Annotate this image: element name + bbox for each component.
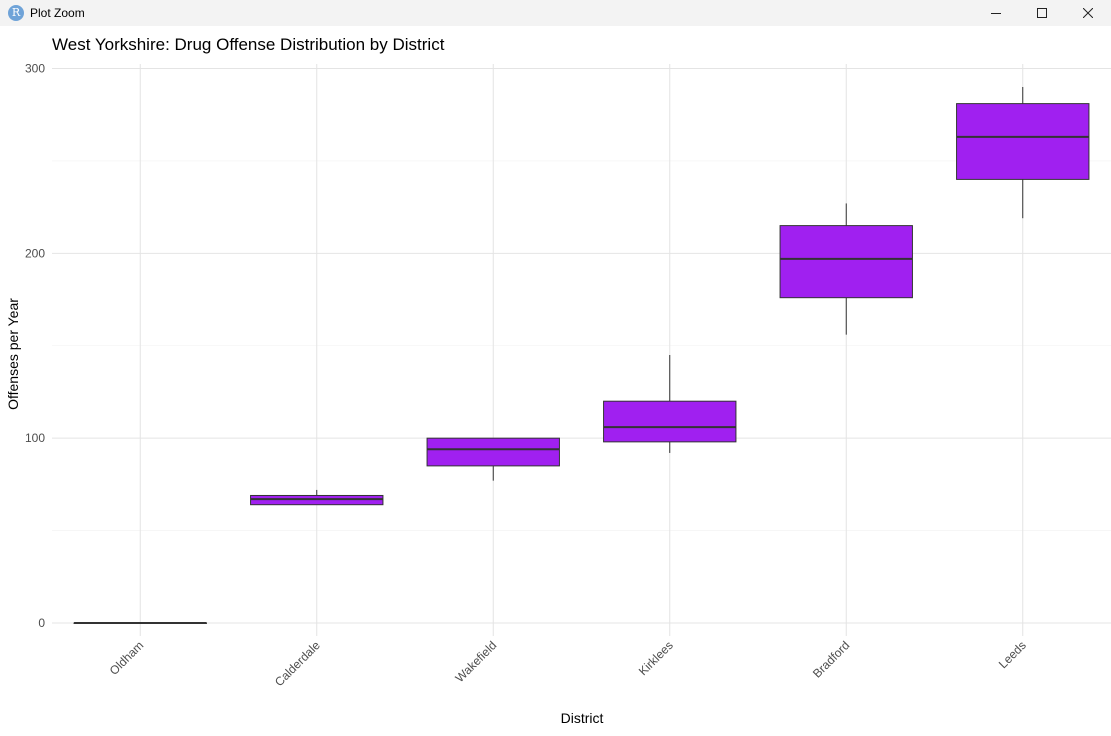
maximize-icon [1037,8,1047,18]
box-body [603,400,737,443]
x-tick-label: Leeds [996,638,1029,671]
y-tick-label: 0 [38,616,45,630]
close-icon [1083,8,1093,18]
boxes [73,86,1090,624]
r-logo-icon: R [8,5,24,21]
x-tick-label: Calderdale [272,638,323,689]
box-body [956,103,1090,180]
box-bradford [779,203,913,335]
y-tick-label: 100 [25,431,45,445]
chart-title: West Yorkshire: Drug Offense Distributio… [52,35,445,54]
minimize-icon [991,13,1001,14]
grid-lines [52,64,1111,636]
x-tick-label: Wakefield [453,638,500,685]
box-calderdale [250,489,384,506]
x-tick-label: Kirklees [636,638,676,678]
x-tick-label: Oldham [107,638,147,678]
box-kirklees [603,354,737,453]
box-leeds [956,86,1090,219]
maximize-button[interactable] [1019,0,1065,26]
x-tick-label: Bradford [810,638,852,680]
box-wakefield [426,437,560,481]
y-tick-label: 300 [25,62,45,76]
title-bar: R Plot Zoom [0,0,1111,26]
box-body [779,225,913,299]
y-tick-label: 200 [25,246,45,260]
x-axis-label: District [561,710,604,726]
boxplot-chart: 0 100 200 300 Oldham Calderdale Wakefield Kirkl… [5,35,1111,726]
window-title: Plot Zoom [30,6,85,20]
box-oldham [73,622,207,624]
axes: 0 100 200 300 Oldham Calderdale Wakefield Kirkl… [25,62,1029,690]
box-body [426,437,560,467]
plot-area: 0 100 200 300 Oldham Calderdale Wakefield Kirkl… [0,26,1111,731]
minimize-button[interactable] [973,0,1019,26]
window-controls [973,0,1111,26]
close-button[interactable] [1065,0,1111,26]
y-axis-label: Offenses per Year [5,298,21,410]
